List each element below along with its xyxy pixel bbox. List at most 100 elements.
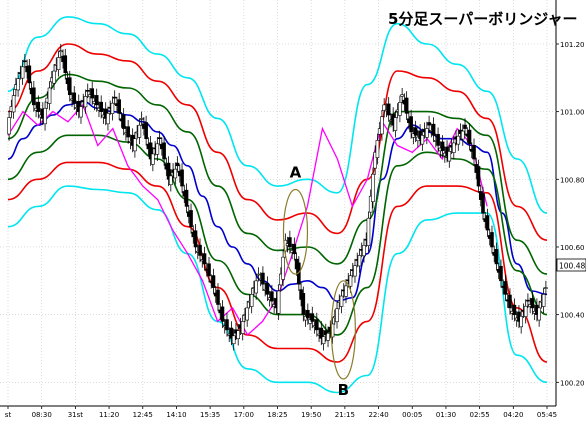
x-tick-label: 02:55 — [470, 411, 490, 419]
candle-body — [254, 280, 258, 294]
candle-body — [173, 168, 178, 179]
candle-body — [467, 129, 472, 145]
candle-body — [43, 107, 47, 125]
candle-body — [23, 60, 27, 63]
candle-body — [306, 309, 310, 319]
candle-body — [310, 313, 315, 322]
x-tick-label: 31st — [68, 411, 84, 419]
candle-body — [47, 87, 52, 104]
chart-title: 5分足スーパーボリンジャー — [388, 10, 578, 28]
candle-body — [451, 142, 456, 153]
candle-body — [523, 305, 528, 317]
candle-body — [198, 244, 202, 256]
candle-body — [425, 128, 429, 138]
candle-body — [490, 232, 494, 248]
candle-body — [321, 336, 326, 345]
series-sigma2_lower — [7, 161, 548, 363]
candle-body — [494, 249, 499, 265]
candle-body — [292, 243, 297, 255]
x-tick-label: 15:35 — [200, 411, 220, 419]
candle-body — [503, 281, 508, 295]
candle-body — [117, 99, 121, 114]
candle-body — [56, 57, 61, 70]
x-tick-label: 04:20 — [503, 411, 523, 419]
candle-body — [508, 294, 512, 309]
series-sigma3_lower — [7, 185, 548, 394]
candle-body — [276, 290, 281, 314]
candle-body — [485, 215, 490, 231]
candle-body — [460, 130, 465, 140]
y-tick-label: 100.40 — [560, 312, 585, 320]
candle-body — [270, 291, 274, 302]
candle-body — [236, 330, 240, 339]
candle-body — [353, 265, 357, 277]
price-badge: 100.48 — [559, 262, 585, 271]
candle-body — [85, 90, 90, 92]
candle-body — [368, 195, 373, 213]
candle-body — [58, 50, 63, 53]
candle-body — [380, 116, 384, 135]
candle-body — [339, 295, 344, 307]
candle-body — [371, 173, 375, 202]
x-tick-label: 14:10 — [166, 411, 186, 419]
candle-body — [512, 304, 517, 315]
y-tick-label: 100.80 — [560, 176, 585, 184]
candle-body — [315, 319, 319, 331]
candle-body — [382, 104, 386, 111]
x-tick-label: 05:45 — [537, 411, 557, 419]
candle-body — [36, 101, 41, 112]
candle-body — [393, 117, 398, 131]
annotations: AB — [282, 163, 356, 399]
candle-body — [155, 143, 160, 155]
candle-body — [189, 210, 193, 227]
candle-body — [530, 298, 535, 309]
candle-body — [319, 327, 324, 339]
candle-body — [447, 151, 452, 162]
candle-body — [106, 113, 110, 125]
candle-body — [456, 135, 461, 145]
candle-body — [16, 78, 20, 91]
candle-body — [137, 124, 142, 138]
candle-body — [249, 294, 254, 307]
candle-body — [180, 169, 184, 187]
candle-body — [526, 299, 530, 302]
annotation-label-b: B — [338, 381, 349, 399]
candle-body — [288, 237, 292, 248]
candle-body — [162, 142, 166, 160]
candle-body — [256, 273, 261, 276]
candle-body — [375, 140, 380, 158]
x-tick-label: 17:00 — [234, 411, 254, 419]
candle-body — [519, 316, 523, 328]
y-tick-label: 100.20 — [560, 379, 585, 387]
candle-body — [386, 103, 391, 116]
candle-body — [166, 162, 171, 180]
series-sigma1_lower — [7, 134, 548, 336]
candle-body — [63, 55, 68, 74]
candle-body — [413, 127, 418, 136]
y-tick-label: 100.60 — [560, 244, 585, 252]
candle-body — [169, 175, 173, 186]
candle-body — [373, 151, 377, 169]
candle-body — [240, 321, 245, 334]
x-tick-label: 12:45 — [133, 411, 153, 419]
candle-body — [7, 117, 11, 135]
candle-body — [231, 335, 236, 345]
y-tick-label: 101.00 — [560, 109, 585, 117]
candle-body — [398, 102, 402, 116]
candle-body — [20, 66, 25, 79]
price-candles — [7, 43, 548, 351]
candle-body — [366, 217, 371, 246]
candle-body — [110, 102, 115, 114]
candle-body — [335, 308, 339, 323]
candle-body — [476, 166, 481, 187]
candle-body — [463, 124, 467, 129]
candle-body — [537, 307, 541, 321]
y-axis: 101.20 101.00 100.80 100.60 100.40 100.20 — [556, 41, 585, 387]
candle-body — [83, 96, 88, 108]
x-axis: st 08:30 31st 11:20 12:45 14:10 15:35 17:00 18:2… — [5, 406, 557, 419]
candle-body — [245, 307, 249, 321]
x-tick-label: 01:30 — [436, 411, 456, 419]
candle-body — [121, 114, 126, 129]
candle-body — [11, 95, 16, 113]
